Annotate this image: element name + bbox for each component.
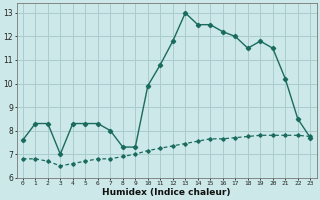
X-axis label: Humidex (Indice chaleur): Humidex (Indice chaleur) [102,188,231,197]
